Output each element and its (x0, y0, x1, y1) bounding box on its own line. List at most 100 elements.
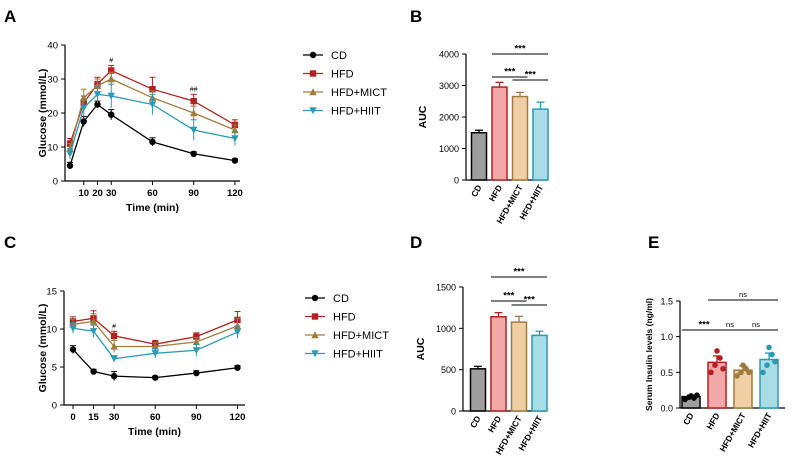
data-point-hfd-hiit (80, 104, 88, 112)
panel-letter-b: B (410, 7, 422, 26)
data-point-hfd (193, 333, 200, 340)
data-point-cd (152, 374, 159, 381)
y-tick-label: 4000 (439, 50, 459, 60)
data-point-hfd-mict (107, 75, 115, 83)
significance-label: *** (504, 67, 515, 78)
series-line-hfd (72, 317, 238, 345)
data-point-hfd (110, 332, 118, 340)
bar-hfd-mict (510, 321, 528, 412)
x-tick-label: 0 (70, 412, 75, 423)
data-point-hfd-mict (192, 338, 201, 346)
x-tick-label: HFD+MICT (717, 410, 748, 453)
significance-label: ns (752, 320, 760, 329)
legend-marker-hfd-hiit (309, 107, 317, 115)
data-point-hfd (108, 67, 115, 74)
legend-marker-hfd (311, 313, 319, 320)
x-tick-label: CD (681, 411, 696, 427)
significance-label: *** (525, 70, 536, 81)
y-axis-label: Serum Insulin levels (ng/ml) (644, 298, 654, 411)
data-point-cd (234, 364, 241, 371)
significance-label: *** (514, 44, 525, 55)
y-tick-label: 0 (451, 407, 456, 417)
y-tick-label: 40 (47, 41, 58, 52)
data-point-hfd-hiit (192, 347, 201, 354)
legend-marker-cd (309, 51, 317, 59)
y-tick-label: 5 (52, 363, 57, 374)
y-tick-label: 0.0 (660, 404, 673, 414)
data-point-hfd-hiit (233, 328, 242, 336)
x-tick-label: 120 (227, 188, 243, 199)
x-tick-label: CD (468, 414, 483, 430)
data-point-cd (94, 101, 101, 108)
data-point-hfd-mict (89, 317, 98, 325)
y-axis-label: Glucose (mmol/L) (37, 69, 49, 158)
panel-letter-e: E (648, 233, 659, 252)
y-tick-label: 1000 (436, 324, 456, 334)
x-tick-label: HFD+HIIT (746, 410, 774, 449)
data-point-cd (149, 138, 156, 146)
x-tick-label: HFD (486, 414, 503, 434)
y-tick-label: 0 (52, 401, 57, 412)
panel-letter-d: D (410, 233, 422, 252)
annotation-hash: # (112, 323, 116, 330)
data-point-hfd-hiit (231, 135, 239, 143)
data-point-cd (80, 118, 87, 125)
data-point-hfd (714, 348, 720, 354)
x-tick-label: HFD (704, 411, 721, 431)
data-point-cd (110, 372, 118, 380)
bar-hfd (491, 86, 508, 181)
y-tick-label: 0 (454, 176, 459, 186)
data-point-cd (69, 346, 77, 353)
data-point-hfd-hiit (151, 350, 159, 358)
bar-hfd-hiit (532, 108, 549, 181)
data-point-cd (231, 157, 239, 164)
data-point-hfd-mict (151, 342, 159, 350)
panel-letter-c: C (4, 233, 16, 252)
data-point-cd (193, 369, 200, 377)
x-tick-label: 15 (88, 412, 99, 423)
y-tick-label: 0 (53, 177, 58, 188)
y-tick-label: 1500 (436, 283, 456, 293)
x-tick-label: 120 (230, 412, 246, 423)
data-point-hfd-hiit (760, 369, 766, 376)
x-tick-label: 90 (188, 188, 199, 199)
series-line-hfd-hiit (72, 327, 238, 360)
significance-label: ns (726, 320, 734, 329)
bar-cd (469, 368, 487, 412)
legend-marker-hfd (309, 70, 317, 77)
panel-letter-a: A (4, 7, 16, 26)
data-point-hfd-hiit (766, 344, 772, 351)
y-tick-label: 500 (441, 365, 456, 375)
y-axis-label: Glucose (mmol/L) (37, 304, 49, 393)
y-tick-label: 20 (47, 109, 58, 120)
data-point-hfd-mict (746, 369, 752, 376)
y-tick-label: 2000 (439, 113, 459, 123)
bar-hfd-hiit (531, 334, 548, 412)
series-line-hfd-mict (72, 320, 238, 348)
y-axis-label: AUC (417, 105, 429, 128)
y-tick-label: 0.5 (660, 368, 673, 378)
y-tick-label: 10 (47, 143, 58, 154)
data-point-hfd-hiit (769, 351, 775, 358)
series-line-cd (72, 349, 238, 379)
annotation-hash: # (109, 57, 113, 64)
x-axis-label: Time (min) (128, 426, 181, 438)
significance-label: *** (524, 295, 535, 306)
data-point-hfd-mict (189, 109, 198, 117)
y-tick-label: 1000 (439, 144, 459, 154)
data-point-cd (694, 392, 700, 398)
data-point-hfd-mict (738, 369, 744, 376)
data-point-cd (108, 111, 115, 118)
legend-label-hfd-mict: HFD+MICT (331, 87, 387, 99)
legend-marker-hfd-mict (311, 331, 319, 339)
legend-marker-hfd-mict (309, 88, 317, 96)
x-tick-label: HFD (487, 183, 504, 203)
bar-cd (470, 132, 488, 181)
data-point-hfd (712, 362, 718, 369)
legend-label-hfd-mict: HFD+MICT (333, 330, 389, 342)
bar-hfd (490, 316, 507, 412)
data-point-hfd (717, 355, 723, 361)
data-point-cd (66, 162, 74, 169)
data-point-hfd-mict (110, 342, 118, 350)
data-point-hfd-mict (734, 373, 740, 379)
